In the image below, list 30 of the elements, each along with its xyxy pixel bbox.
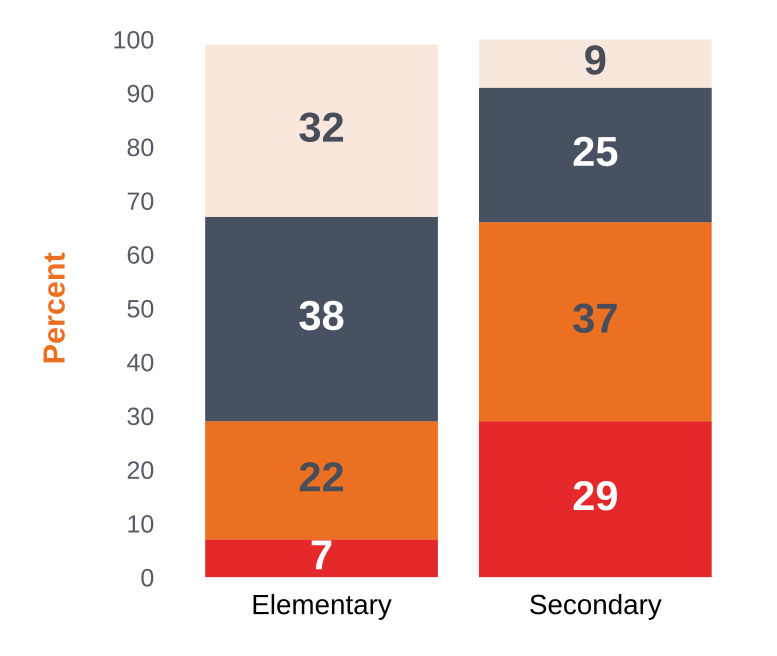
y-tick-label: 30 <box>127 408 154 426</box>
x-tick-label: Elementary <box>254 594 392 620</box>
bar <box>478 39 712 88</box>
bar <box>478 421 712 578</box>
bar <box>478 88 712 222</box>
data-label: 32 <box>299 112 344 142</box>
bar <box>205 540 438 578</box>
y-tick-label: 50 <box>127 300 154 318</box>
bar <box>205 44 438 217</box>
bar <box>205 216 438 422</box>
y-tick-label: 10 <box>128 515 154 533</box>
y-tick-label: 0 <box>141 568 154 587</box>
data-label: 9 <box>585 45 606 75</box>
y-axis-title: Percent <box>44 252 65 362</box>
data-label: 25 <box>574 136 618 166</box>
data-label: 38 <box>299 300 344 330</box>
data-label: 29 <box>574 480 617 510</box>
x-tick-label: Secondary <box>530 594 662 620</box>
y-tick-label: 80 <box>128 138 154 156</box>
data-label: 37 <box>573 303 617 334</box>
bar <box>205 421 438 540</box>
y-tick-label: 90 <box>128 84 154 102</box>
bar <box>478 222 712 422</box>
data-label: 22 <box>300 462 344 492</box>
y-tick-label: 40 <box>127 354 154 372</box>
data-label: 7 <box>312 540 332 570</box>
y-tick-label: 20 <box>128 461 154 479</box>
y-tick-label: 100 <box>114 30 154 49</box>
y-tick-label: 70 <box>128 192 154 210</box>
y-tick-label: 60 <box>128 246 154 264</box>
